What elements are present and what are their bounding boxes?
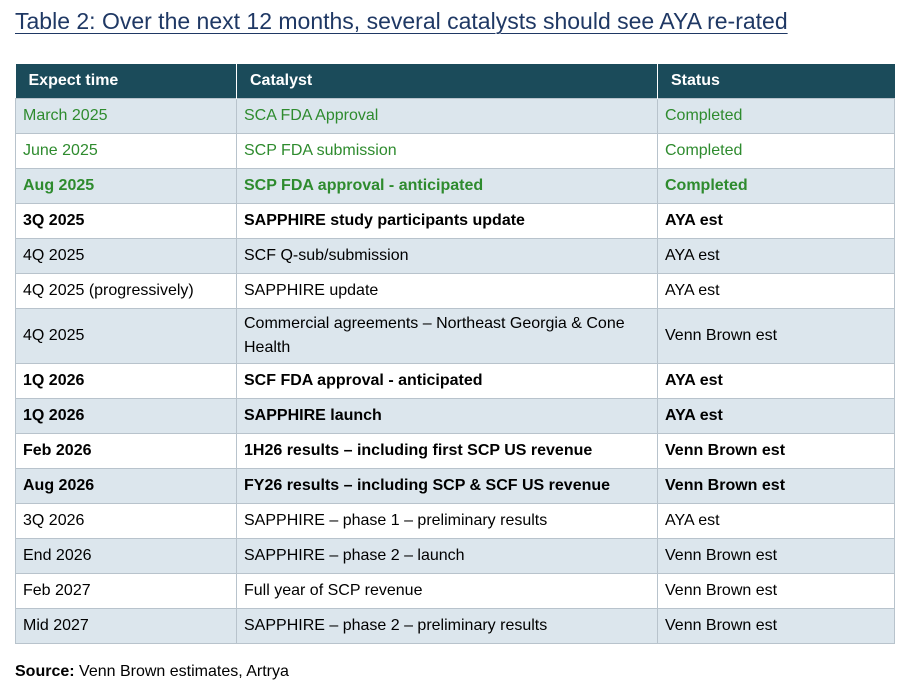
cell-catalyst: SAPPHIRE – phase 1 – preliminary results [236,502,658,539]
table-row: 3Q 2026 SAPPHIRE – phase 1 – preliminary … [15,502,895,539]
cell-catalyst: FY26 results – including SCP & SCF US re… [236,467,658,504]
cell-catalyst: SAPPHIRE launch [236,397,658,434]
cell-catalyst: SCF Q-sub/submission [236,237,658,274]
cell-expect-time: 4Q 2025 (progressively) [15,272,237,309]
cell-expect-time: June 2025 [15,132,237,169]
source-note: Source: Venn Brown estimates, Artrya [15,663,289,681]
cell-status: AYA est [657,397,895,434]
catalyst-table: Expect time Catalyst Status March 2025 SC… [15,64,895,644]
cell-status: AYA est [657,272,895,309]
table-row: June 2025 SCP FDA submission Completed [15,132,895,169]
table-row: End 2026 SAPPHIRE – phase 2 – launch Venn … [15,537,895,574]
table-row: 4Q 2025 SCF Q-sub/submission AYA est [15,237,895,274]
cell-catalyst: SCP FDA approval - anticipated [236,167,658,204]
cell-status: AYA est [657,502,895,539]
cell-status: Venn Brown est [657,307,895,364]
cell-expect-time: Mid 2027 [15,607,237,644]
column-header-status: Status [657,64,895,98]
table-row: 1Q 2026 SAPPHIRE launch AYA est [15,397,895,434]
cell-status: Completed [657,132,895,169]
table-row: Aug 2025 SCP FDA approval - anticipated Co… [15,167,895,204]
cell-status: Venn Brown est [657,467,895,504]
cell-catalyst: SCF FDA approval - anticipated [236,362,658,399]
cell-expect-time: 4Q 2025 [15,237,237,274]
cell-expect-time: 3Q 2025 [15,202,237,239]
source-label: Source: [15,663,75,680]
table-row: Feb 2026 1H26 results – including first S… [15,432,895,469]
cell-status: Completed [657,97,895,134]
table-header-row: Expect time Catalyst Status [15,64,895,98]
cell-status: AYA est [657,362,895,399]
cell-catalyst: Commercial agreements – Northeast Georgi… [236,307,658,364]
table-row: 1Q 2026 SCF FDA approval - anticipated AYA… [15,362,895,399]
table-row: 4Q 2025 (progressively) SAPPHIRE update AY… [15,272,895,309]
cell-expect-time: Feb 2027 [15,572,237,609]
cell-status: Venn Brown est [657,572,895,609]
cell-catalyst: SAPPHIRE – phase 2 – launch [236,537,658,574]
table-row: March 2025 SCA FDA Approval Completed [15,97,895,134]
cell-expect-time: 4Q 2025 [15,307,237,364]
cell-catalyst: SAPPHIRE – phase 2 – preliminary results [236,607,658,644]
table-title: Table 2: Over the next 12 months, severa… [15,8,788,34]
cell-catalyst: SAPPHIRE update [236,272,658,309]
cell-catalyst: SAPPHIRE study participants update [236,202,658,239]
table-body: March 2025 SCA FDA Approval Completed June … [15,97,895,644]
cell-expect-time: Feb 2026 [15,432,237,469]
cell-status: AYA est [657,202,895,239]
table-row: Aug 2026 FY26 results – including SCP & S… [15,467,895,504]
cell-status: Completed [657,167,895,204]
column-header-expect-time: Expect time [15,64,237,98]
table-row: 4Q 2025 Commercial agreements – Northeast… [15,307,895,364]
cell-expect-time: Aug 2025 [15,167,237,204]
cell-catalyst: 1H26 results – including first SCP US re… [236,432,658,469]
cell-status: Venn Brown est [657,537,895,574]
cell-expect-time: End 2026 [15,537,237,574]
cell-status: Venn Brown est [657,607,895,644]
cell-catalyst: Full year of SCP revenue [236,572,658,609]
cell-status: AYA est [657,237,895,274]
cell-expect-time: 3Q 2026 [15,502,237,539]
column-header-catalyst: Catalyst [236,64,658,98]
table-row: 3Q 2025 SAPPHIRE study participants updat… [15,202,895,239]
cell-expect-time: Aug 2026 [15,467,237,504]
cell-expect-time: 1Q 2026 [15,397,237,434]
cell-expect-time: 1Q 2026 [15,362,237,399]
table-row: Feb 2027 Full year of SCP revenue Venn Bro… [15,572,895,609]
cell-status: Venn Brown est [657,432,895,469]
cell-catalyst: SCP FDA submission [236,132,658,169]
table-row: Mid 2027 SAPPHIRE – phase 2 – preliminary… [15,607,895,644]
cell-expect-time: March 2025 [15,97,237,134]
source-text: Venn Brown estimates, Artrya [79,663,289,680]
cell-catalyst: SCA FDA Approval [236,97,658,134]
